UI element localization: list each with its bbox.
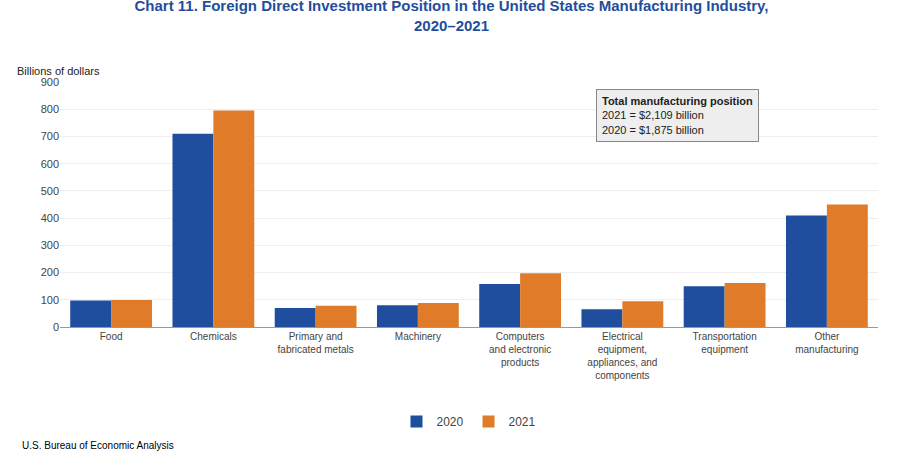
svg-text:Chemicals: Chemicals (190, 331, 237, 342)
svg-text:100: 100 (41, 294, 59, 306)
svg-text:700: 700 (41, 130, 59, 142)
svg-text:2020: 2020 (437, 415, 464, 429)
svg-text:2021: 2021 (509, 415, 536, 429)
svg-text:600: 600 (41, 158, 59, 170)
svg-text:Othermanufacturing: Othermanufacturing (795, 331, 858, 355)
svg-text:0: 0 (53, 321, 59, 333)
svg-text:Machinery: Machinery (395, 331, 441, 342)
svg-text:300: 300 (41, 239, 59, 251)
svg-text:400: 400 (41, 212, 59, 224)
svg-text:Chart 11. Foreign Direct Inves: Chart 11. Foreign Direct Investment Posi… (135, 0, 769, 34)
svg-text:200: 200 (41, 266, 59, 278)
svg-text:900: 900 (41, 76, 59, 88)
svg-text:Total manufacturing position20: Total manufacturing position2021 = $2,10… (602, 95, 753, 136)
svg-text:U.S. Bureau of Economic Analys: U.S. Bureau of Economic Analysis (22, 440, 174, 451)
svg-text:Transportationequipment: Transportationequipment (693, 331, 757, 355)
svg-text:Food: Food (100, 331, 123, 342)
svg-text:Electricalequipment,appliances: Electricalequipment,appliances, andcompo… (587, 331, 657, 381)
svg-text:800: 800 (41, 103, 59, 115)
svg-text:Computersand electronicproduct: Computersand electronicproducts (489, 331, 551, 368)
svg-text:Billions of dollars: Billions of dollars (17, 65, 100, 77)
svg-text:500: 500 (41, 185, 59, 197)
svg-text:Primary andfabricated metals: Primary andfabricated metals (278, 331, 354, 355)
